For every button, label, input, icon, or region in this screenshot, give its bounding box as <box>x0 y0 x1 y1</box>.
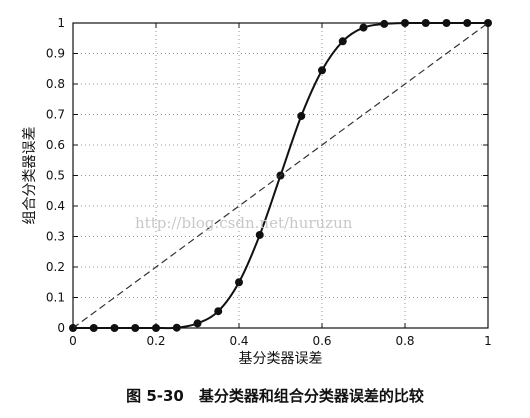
x-tick-label: 0 <box>69 334 77 348</box>
y-tick-label: 0.4 <box>46 199 65 213</box>
y-tick-label: 0.9 <box>46 47 65 61</box>
y-tick-label: 0.8 <box>46 77 65 91</box>
data-point <box>318 66 326 75</box>
y-tick-label: 0.3 <box>46 230 65 244</box>
ticks: 0 0.2 0.4 0.6 0.8 1 0 0.1 0.2 0.3 0.4 0.5 0.6 0.7 0.8 0… <box>46 16 492 348</box>
x-tick-label: 0.6 <box>312 334 331 348</box>
y-tick-label: 0.5 <box>46 169 65 183</box>
y-axis-label: 组合分类器误差 <box>22 127 38 225</box>
y-tick-label: 0 <box>57 321 65 335</box>
reference-diagonal-line <box>72 22 489 329</box>
x-tick-label: 1 <box>484 334 492 348</box>
data-point <box>214 307 223 316</box>
y-tick-label: 0.2 <box>46 260 65 274</box>
x-tick-label: 0.2 <box>146 334 165 348</box>
y-tick-label: 1 <box>57 16 65 30</box>
data-point <box>193 319 202 328</box>
y-tick-label: 0.6 <box>46 138 65 152</box>
data-point <box>255 230 264 239</box>
x-axis-label: 基分类器误差 <box>239 350 323 367</box>
data-point <box>297 112 306 121</box>
grid <box>73 23 488 328</box>
data-point <box>235 278 243 287</box>
data-point <box>338 37 347 46</box>
figure-caption: 图 5-30 基分类器和组合分类器误差的比较 <box>126 387 424 405</box>
data-point <box>380 19 389 28</box>
data-point <box>359 23 368 32</box>
y-tick-label: 0.7 <box>46 108 65 122</box>
x-tick-label: 0.4 <box>229 334 248 348</box>
watermark: http://blog.csdn.net/huruzun <box>135 214 353 232</box>
plot-frame <box>72 22 489 329</box>
y-tick-label: 0.1 <box>46 291 65 305</box>
series <box>69 19 492 332</box>
x-tick-label: 0.8 <box>395 334 414 348</box>
